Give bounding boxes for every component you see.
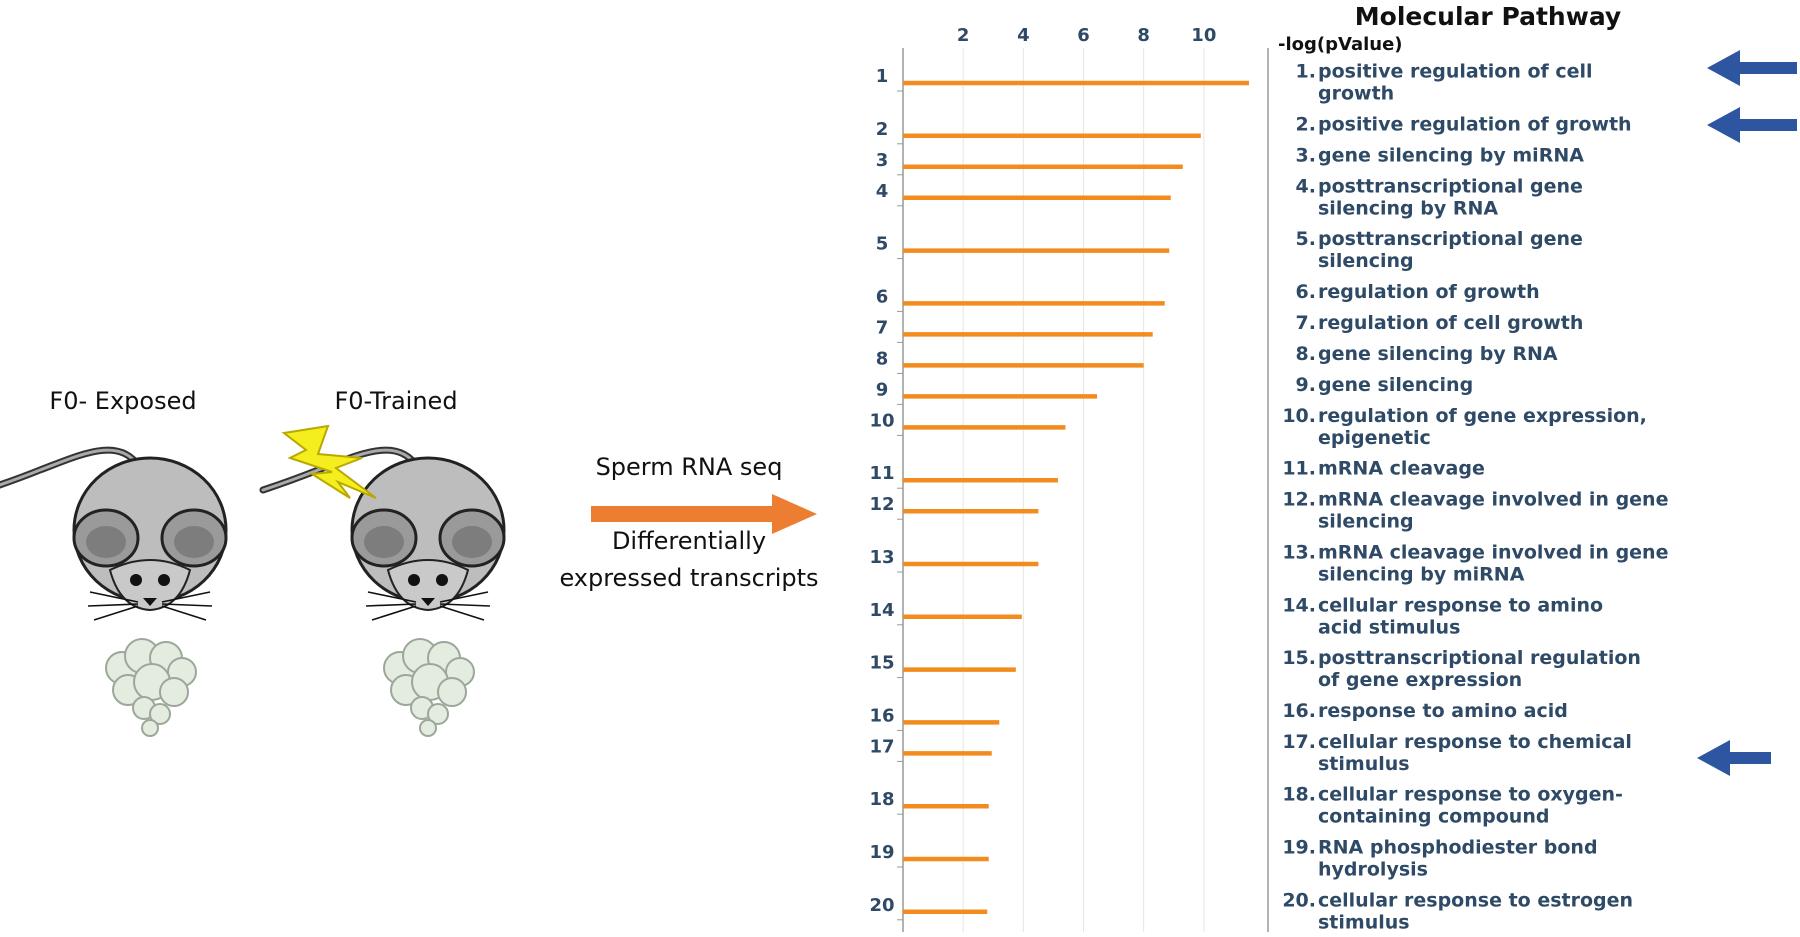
pathway-label: posttranscriptional gene — [1318, 228, 1583, 250]
method-label: expressed transcripts — [559, 564, 818, 592]
y-tick-label: 9 — [876, 379, 889, 400]
y-tick-label: 3 — [876, 150, 889, 171]
pathway-label: posttranscriptional gene — [1318, 175, 1583, 197]
pathway-label: mRNA cleavage involved in gene — [1318, 542, 1668, 564]
x-tick-label: 2 — [957, 25, 970, 46]
pathway-label: gene silencing — [1318, 374, 1473, 396]
pathway-number: 7. — [1296, 312, 1316, 334]
pathway-label: mRNA cleavage — [1318, 458, 1485, 480]
pathway-number: 3. — [1296, 144, 1316, 166]
pathway-number: 10. — [1282, 405, 1316, 427]
x-axis-label: -log(pValue) — [1278, 34, 1403, 55]
y-tick-label: 16 — [869, 705, 894, 726]
pathway-label: of gene expression — [1318, 669, 1522, 691]
lightning — [281, 424, 377, 499]
pathway-number: 15. — [1282, 647, 1316, 669]
y-tick-label: 6 — [876, 286, 889, 307]
pathway-number: 9. — [1296, 374, 1316, 396]
mouse-exposed — [0, 450, 226, 620]
pathway-label: hydrolysis — [1318, 859, 1428, 881]
pathway-number: 1. — [1296, 61, 1316, 83]
y-tick-label: 11 — [869, 463, 894, 484]
pathway-label: mRNA cleavage involved in gene — [1318, 489, 1668, 511]
highlight-arrow — [1707, 50, 1797, 86]
y-tick-label: 10 — [869, 410, 894, 431]
smoke-trained — [383, 638, 475, 737]
pathway-label: silencing by miRNA — [1318, 564, 1525, 586]
y-tick-label: 12 — [869, 494, 894, 515]
y-tick-label: 5 — [876, 234, 889, 255]
y-tick-label: 14 — [869, 600, 894, 621]
pathway-number: 8. — [1296, 343, 1316, 365]
highlight-arrow — [1707, 107, 1797, 143]
pathway-label: silencing — [1318, 511, 1414, 533]
pathway-number: 16. — [1282, 700, 1316, 722]
mouse-trained — [263, 450, 504, 620]
pathway-number: 13. — [1282, 542, 1316, 564]
group-label: F0- Exposed — [49, 387, 196, 415]
pathway-label: gene silencing by RNA — [1318, 343, 1558, 365]
y-tick-label: 13 — [869, 547, 894, 568]
pathway-label: containing compound — [1318, 806, 1549, 828]
pathway-number: 2. — [1296, 113, 1316, 135]
bar-chart: 2 4 6 8 101 1. positive regulation of cellgrow… — [869, 25, 1668, 933]
y-tick-label: 17 — [869, 736, 894, 757]
y-tick-label: 19 — [869, 842, 894, 863]
pathway-label: response to amino acid — [1318, 700, 1568, 722]
y-tick-label: 7 — [876, 317, 889, 338]
pathway-label: silencing by RNA — [1318, 197, 1498, 219]
pathway-label: cellular response to amino — [1318, 594, 1603, 616]
pathway-label: RNA phosphodiester bond — [1318, 837, 1598, 859]
pathway-label: cellular response to oxygen- — [1318, 784, 1623, 806]
pathway-label: cellular response to chemical — [1318, 731, 1632, 753]
method-label: Differentially — [612, 527, 766, 555]
pathway-label: positive regulation of cell — [1318, 61, 1593, 83]
pathway-number: 14. — [1282, 594, 1316, 616]
highlight-arrow — [1697, 740, 1771, 776]
group-label: F0-Trained — [334, 387, 457, 415]
x-tick-label: 4 — [1017, 25, 1030, 46]
y-tick-label: 8 — [876, 348, 889, 369]
pathway-number: 20. — [1282, 889, 1316, 911]
pathway-number: 11. — [1282, 458, 1316, 480]
pathway-number: 18. — [1282, 784, 1316, 806]
pathway-label: regulation of growth — [1318, 281, 1540, 303]
y-tick-label: 4 — [876, 181, 889, 202]
y-tick-label: 20 — [869, 895, 894, 916]
y-tick-label: 15 — [869, 653, 894, 674]
pathway-label: posttranscriptional regulation — [1318, 647, 1641, 669]
pathway-number: 4. — [1296, 175, 1316, 197]
x-tick-label: 10 — [1191, 25, 1216, 46]
pathway-label: acid stimulus — [1318, 616, 1460, 638]
y-tick-label: 18 — [869, 789, 894, 810]
pathway-label: regulation of gene expression, — [1318, 405, 1647, 427]
method-label: Sperm RNA seq — [596, 453, 783, 481]
pathway-number: 17. — [1282, 731, 1316, 753]
pathway-label: positive regulation of growth — [1318, 113, 1632, 135]
pathway-number: 6. — [1296, 281, 1316, 303]
x-tick-label: 6 — [1077, 25, 1090, 46]
y-tick-label: 1 — [876, 66, 889, 87]
x-tick-label: 8 — [1137, 25, 1150, 46]
pathway-number: 12. — [1282, 489, 1316, 511]
pathway-label: silencing — [1318, 250, 1414, 272]
pathway-label: cellular response to estrogen — [1318, 889, 1633, 911]
pathway-number: 5. — [1296, 228, 1316, 250]
y-tick-label: 2 — [876, 119, 889, 140]
process-arrow — [591, 494, 817, 534]
pathway-label: gene silencing by miRNA — [1318, 144, 1584, 166]
pathway-label: stimulus — [1318, 753, 1410, 775]
pathway-label: regulation of cell growth — [1318, 312, 1583, 334]
chart-title: Molecular Pathway — [1355, 2, 1621, 31]
smoke-exposed — [105, 638, 197, 737]
pathway-label: stimulus — [1318, 911, 1410, 933]
pathway-number: 19. — [1282, 837, 1316, 859]
pathway-label: growth — [1318, 83, 1394, 105]
pathway-label: epigenetic — [1318, 427, 1431, 449]
